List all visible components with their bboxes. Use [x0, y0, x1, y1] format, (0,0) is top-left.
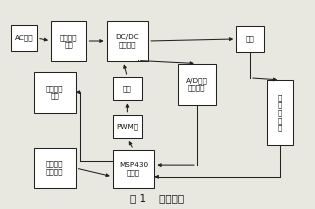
- Text: 负载: 负载: [246, 36, 255, 42]
- Text: DC/DC
转换电路: DC/DC 转换电路: [116, 34, 139, 48]
- Bar: [11, 25, 37, 51]
- Text: 过
电
流
保
护: 过 电 流 保 护: [278, 94, 282, 131]
- Bar: [113, 77, 142, 100]
- Text: A/D采样
电压反馈: A/D采样 电压反馈: [186, 77, 208, 91]
- Text: 整流滤波
电路: 整流滤波 电路: [60, 34, 77, 48]
- Bar: [51, 20, 87, 61]
- Bar: [34, 148, 76, 189]
- Text: 键盘设定
基准电压: 键盘设定 基准电压: [46, 161, 64, 175]
- Bar: [267, 80, 293, 145]
- Bar: [178, 64, 216, 104]
- Text: MSP430
单片机: MSP430 单片机: [119, 162, 148, 176]
- Text: PWM波: PWM波: [116, 123, 139, 130]
- Text: 驱动: 驱动: [123, 85, 132, 92]
- Bar: [106, 20, 148, 61]
- Text: 电压电流
显示: 电压电流 显示: [46, 85, 64, 99]
- Bar: [34, 72, 76, 113]
- Bar: [236, 26, 264, 52]
- Bar: [113, 150, 154, 189]
- Text: 图 1    系统框图: 图 1 系统框图: [130, 193, 185, 203]
- Bar: [113, 115, 142, 138]
- Text: AC输入: AC输入: [15, 35, 33, 41]
